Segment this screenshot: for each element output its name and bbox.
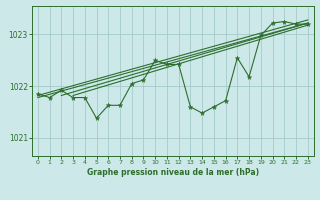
X-axis label: Graphe pression niveau de la mer (hPa): Graphe pression niveau de la mer (hPa) — [87, 168, 259, 177]
